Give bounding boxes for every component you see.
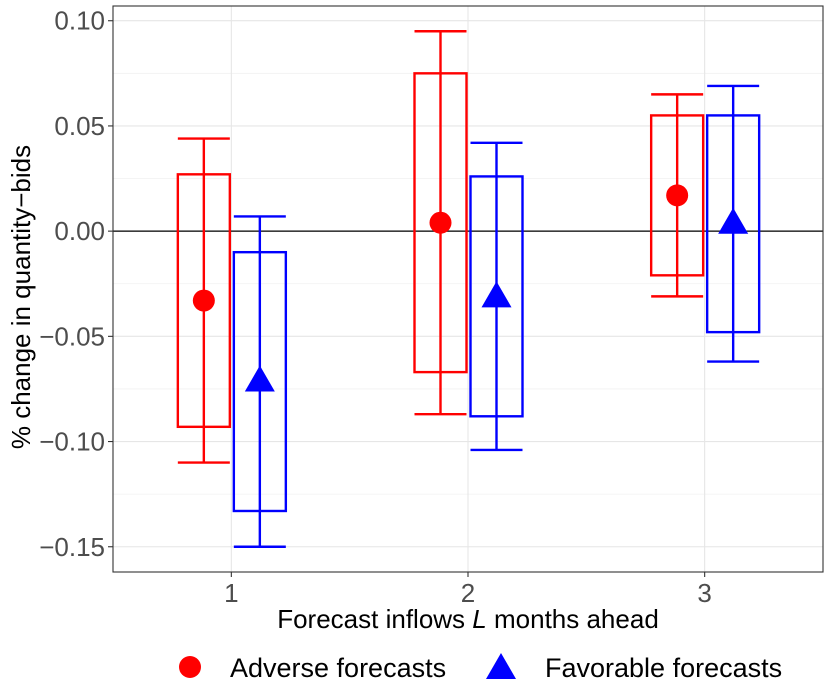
- point-estimate-favorable-1: [244, 365, 275, 392]
- legend-adverse-marker: [179, 656, 201, 678]
- legend-favorable-marker: [486, 653, 516, 679]
- x-tick-label-0: 1: [224, 578, 238, 608]
- x-tick-label-1: 2: [461, 578, 475, 608]
- axis-layer: 0.10 0.05 0.00 −0.05 −0.10 −0.15 1 2 3: [39, 6, 712, 608]
- y-tick-label-3: −0.05: [39, 321, 105, 351]
- x-tick-label-2: 3: [697, 578, 711, 608]
- legend-favorable-label: Favorable forecasts: [545, 653, 782, 683]
- y-tick-label-4: −0.10: [39, 427, 105, 457]
- y-tick-label-0: 0.10: [54, 6, 105, 36]
- legend: Adverse forecasts Favorable forecasts: [179, 653, 782, 683]
- point-estimate-adverse-3: [666, 184, 689, 207]
- y-axis-title: % change in quantity−bids: [6, 145, 36, 449]
- point-estimate-favorable-3: [718, 207, 749, 234]
- y-tick-label-5: −0.15: [39, 532, 105, 562]
- y-tick-label-2: 0.00: [54, 216, 105, 246]
- legend-adverse-label: Adverse forecasts: [230, 653, 446, 683]
- point-estimate-adverse-2: [429, 211, 452, 234]
- point-estimate-favorable-2: [481, 281, 512, 308]
- point-estimate-adverse-1: [192, 289, 215, 312]
- series-layer: [176, 30, 761, 548]
- x-axis-title: Forecast inflows L months ahead: [277, 604, 659, 634]
- y-tick-label-1: 0.05: [54, 111, 105, 141]
